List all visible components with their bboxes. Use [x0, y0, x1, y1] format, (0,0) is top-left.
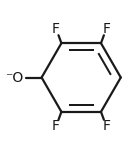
Text: F: F	[52, 22, 60, 36]
Text: F: F	[52, 119, 60, 133]
Text: ⁻O: ⁻O	[5, 71, 23, 84]
Text: F: F	[102, 119, 110, 133]
Text: F: F	[102, 22, 110, 36]
